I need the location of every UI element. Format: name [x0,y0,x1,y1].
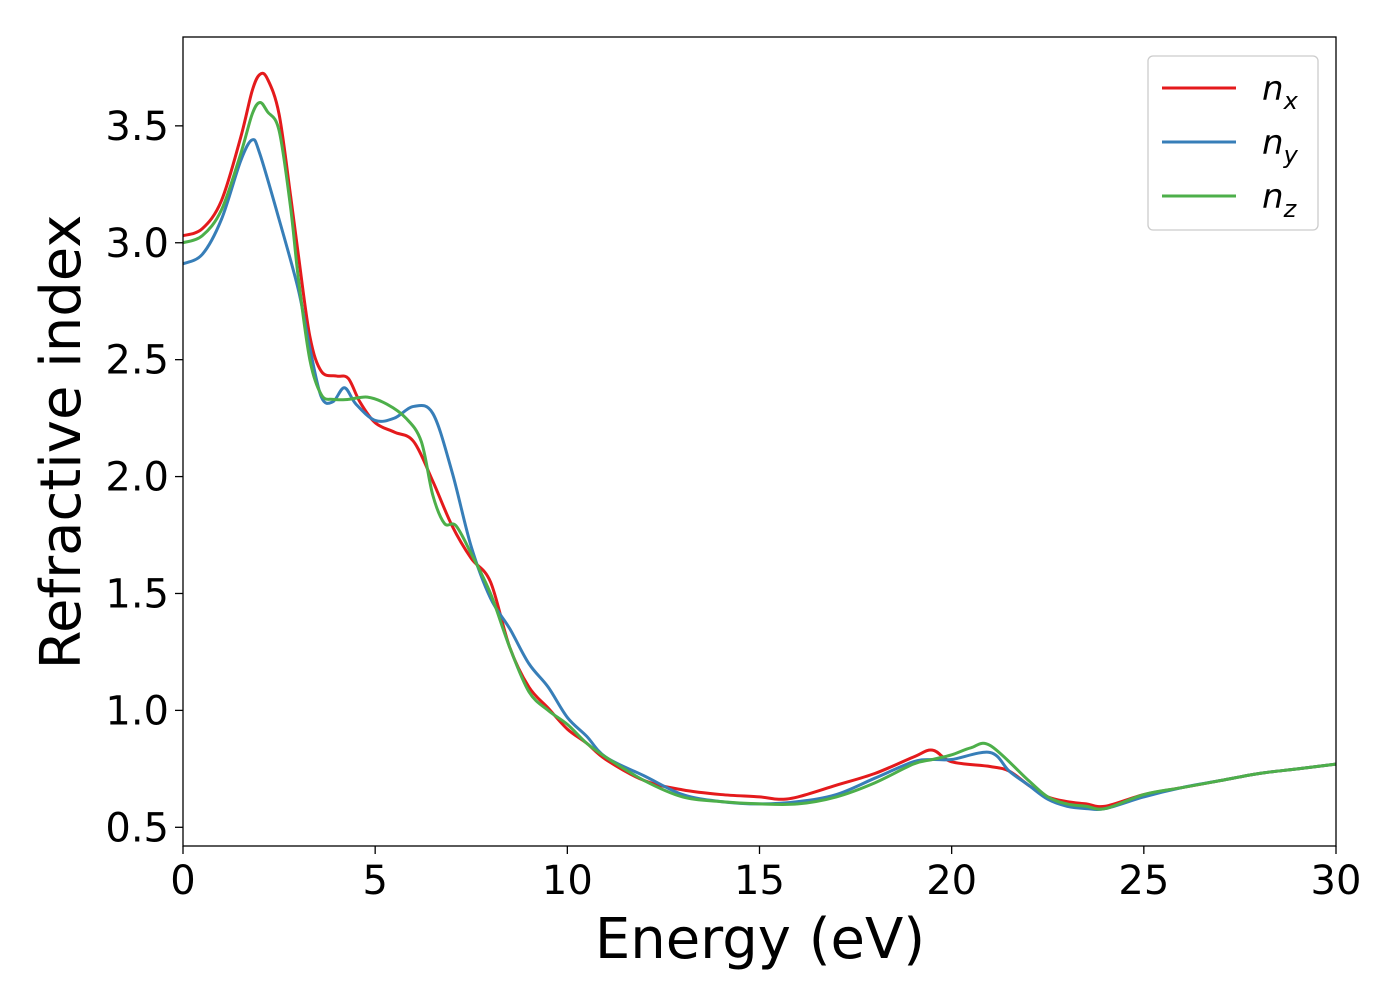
legend-label-n-z: nz [1262,177,1298,223]
x-tick-label: 15 [734,858,785,904]
x-axis-title: Energy (eV) [595,907,925,972]
y-tick-label: 1.0 [105,688,169,734]
y-tick-label: 3.5 [105,104,169,150]
legend-label-n-y: ny [1262,123,1299,169]
series-line-n-z [183,100,1336,811]
y-tick-label: 2.5 [105,338,169,384]
plot-area [183,37,1336,846]
x-tick-label: 10 [542,858,593,904]
x-tick-label: 0 [170,858,195,904]
x-tick-label: 20 [926,858,977,904]
x-tick-label: 25 [1118,858,1169,904]
plot-frame-layer [183,37,1336,846]
axis-layer: 0 5 10 15 20 25 30 0.5 1.0 1.5 2.0 2.5 3.0 3.5 [105,36,1362,904]
y-tick-label: 3.0 [105,221,169,267]
x-tick-label: 30 [1311,858,1362,904]
y-tick-label: 0.5 [105,805,169,851]
y-axis-title: Refractive index [29,215,94,670]
y-tick-label: 1.5 [105,571,169,617]
series-layer [183,71,1336,812]
x-tick-label: 5 [362,858,387,904]
y-tick-label: 2.0 [105,455,169,501]
legend: nx ny nz [1147,55,1319,231]
legend-label-n-x: nx [1262,69,1299,115]
series-line-n-y [183,138,1336,812]
